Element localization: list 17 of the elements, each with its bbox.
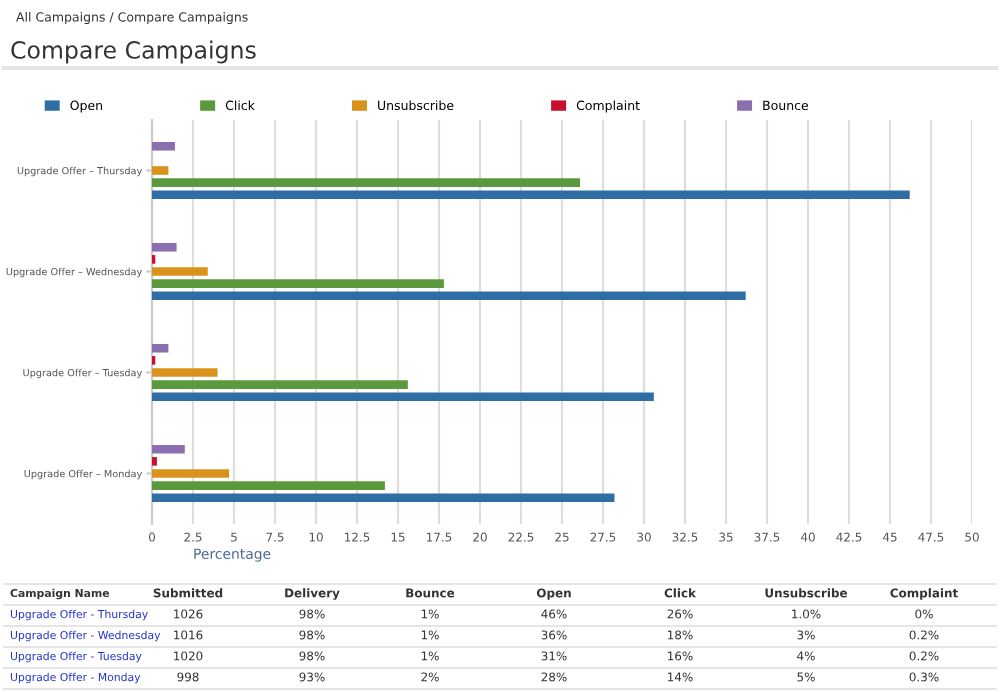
bar [152, 444, 185, 454]
bar [152, 141, 175, 151]
bar [152, 242, 177, 252]
bar [152, 343, 169, 353]
bar [152, 469, 230, 478]
bar [152, 380, 408, 389]
bar [152, 178, 581, 187]
bar [152, 481, 385, 490]
bar [152, 368, 218, 377]
bar [152, 493, 615, 503]
bar [152, 190, 910, 200]
bar [152, 279, 444, 288]
chart-title: Compare Campaigns [11, 40, 256, 64]
bar [152, 267, 208, 276]
bar [152, 166, 169, 175]
bar [152, 291, 746, 301]
bar [152, 392, 654, 402]
